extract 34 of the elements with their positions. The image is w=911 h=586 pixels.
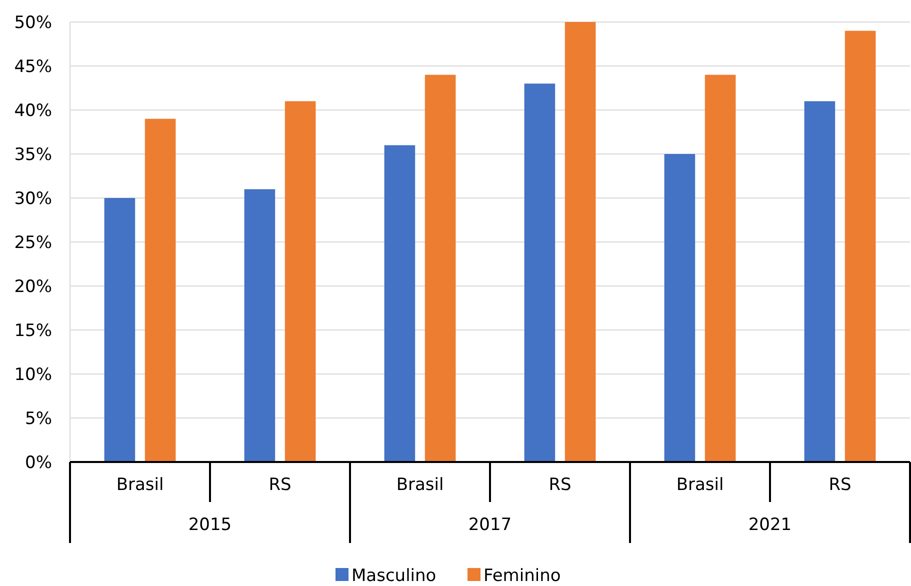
legend-label: Masculino <box>352 566 436 586</box>
y-tick-label: 25% <box>14 232 52 253</box>
bar <box>284 101 316 462</box>
bar <box>244 189 276 462</box>
text: 2017 <box>468 515 512 535</box>
y-tick-label: 5% <box>25 408 52 429</box>
bar <box>144 118 176 462</box>
bar <box>104 198 136 462</box>
bar <box>804 101 836 462</box>
y-tick-label: 50% <box>14 12 52 33</box>
x-tick-label: RS <box>268 475 292 495</box>
bar <box>524 84 556 462</box>
x-tick-label: RS <box>548 475 572 495</box>
text: 2015 <box>188 515 232 535</box>
y-tick-label: 10% <box>14 364 52 385</box>
y-tick-label: 0% <box>25 452 52 473</box>
bar <box>844 30 876 462</box>
x-tick-label: RS <box>828 475 852 495</box>
y-tick-label: 45% <box>14 56 52 77</box>
y-tick-label: 40% <box>14 100 52 121</box>
y-tick-label: 20% <box>14 276 52 297</box>
y-tick-label: 30% <box>14 188 52 209</box>
text: 2021 <box>748 515 792 535</box>
x-tick-label: Brasil <box>676 475 724 495</box>
bar <box>564 22 596 462</box>
y-tick-label: 35% <box>14 144 52 165</box>
bar <box>704 74 736 462</box>
bar <box>664 154 696 462</box>
x-tick-label: Brasil <box>116 475 164 495</box>
bar <box>424 74 456 462</box>
legend-label: Feminino <box>484 566 561 586</box>
bar <box>384 145 416 462</box>
y-tick-label: 15% <box>14 320 52 341</box>
x-tick-label: Brasil <box>396 475 444 495</box>
